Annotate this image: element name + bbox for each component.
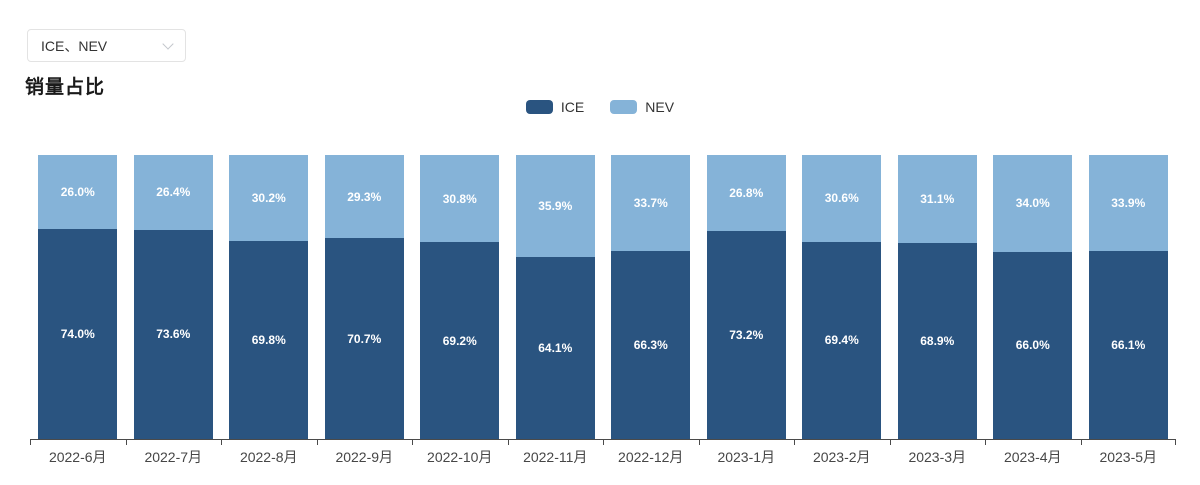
bar-column: 26.0% 74.0% <box>30 155 126 439</box>
bar-value-label: 73.2% <box>729 328 764 343</box>
stacked-bar: 34.0% 66.0% <box>993 155 1073 439</box>
legend-swatch-icon <box>525 100 553 114</box>
bar-value-label: 66.3% <box>633 337 668 352</box>
bar-column: 30.6% 69.4% <box>794 155 890 439</box>
bar-column: 31.1% 68.9% <box>890 155 986 439</box>
bar-value-label: 35.9% <box>538 198 573 213</box>
bar-value-label: 66.0% <box>1015 338 1050 353</box>
bar-segment-ice[interactable]: 69.8% <box>229 240 309 439</box>
bar-column: 29.3% 70.7% <box>317 155 413 439</box>
chart-legend: ICE NEV <box>0 99 1200 115</box>
x-axis-label: 2022-12月 <box>603 440 699 467</box>
bar-segment-ice[interactable]: 69.2% <box>420 242 500 439</box>
stacked-bar: 33.7% 66.3% <box>611 155 691 439</box>
stacked-bar: 26.8% 73.2% <box>706 155 786 439</box>
x-axis-label: 2023-4月 <box>985 440 1081 467</box>
bar-column: 34.0% 66.0% <box>985 155 1081 439</box>
stacked-bar: 26.0% 74.0% <box>38 155 118 439</box>
stacked-bar-chart: 26.0% 74.0% 26.4% 73.6% 30.2% 69.8% 29.3% 70.7%… <box>30 155 1176 467</box>
bar-column: 30.8% 69.2% <box>412 155 508 439</box>
x-axis-label: 2023-3月 <box>889 440 986 467</box>
x-axis-label: 2022-6月 <box>30 440 126 467</box>
bar-value-label: 69.4% <box>824 333 859 348</box>
bar-value-label: 34.0% <box>1015 196 1050 211</box>
bar-value-label: 30.2% <box>251 190 286 205</box>
legend-item-ice[interactable]: ICE <box>525 99 585 115</box>
bar-value-label: 74.0% <box>60 326 95 341</box>
bar-segment-nev[interactable]: 33.9% <box>1088 155 1168 252</box>
stacked-bar: 30.8% 69.2% <box>420 155 500 439</box>
bar-value-label: 33.9% <box>1111 196 1146 211</box>
bar-segment-ice[interactable]: 66.3% <box>611 250 691 439</box>
bar-value-label: 30.6% <box>824 191 859 206</box>
bar-value-label: 70.7% <box>347 331 382 346</box>
series-select-value: ICE、NEV <box>41 37 108 54</box>
bar-value-label: 69.8% <box>251 332 286 347</box>
bar-segment-ice[interactable]: 69.4% <box>802 241 882 439</box>
page-title: 销量占比 <box>25 77 106 98</box>
x-axis-label: 2022-9月 <box>316 440 413 467</box>
x-axis-label: 2022-11月 <box>507 440 604 467</box>
bar-segment-nev[interactable]: 31.1% <box>897 155 977 244</box>
bar-column: 30.2% 69.8% <box>221 155 317 439</box>
bar-segment-nev[interactable]: 26.8% <box>706 155 786 232</box>
bar-column: 33.9% 66.1% <box>1081 155 1177 439</box>
stacked-bar: 35.9% 64.1% <box>515 155 595 439</box>
legend-label: ICE <box>560 99 585 115</box>
bar-segment-ice[interactable]: 70.7% <box>324 238 404 439</box>
x-axis-labels: 2022-6月 2022-7月 2022-8月 2022-9月 2022-10月 2022… <box>30 440 1176 467</box>
bar-column: 33.7% 66.3% <box>603 155 699 439</box>
bar-segment-nev[interactable]: 33.7% <box>611 155 691 251</box>
bar-value-label: 26.0% <box>60 184 95 199</box>
plot-area: 26.0% 74.0% 26.4% 73.6% 30.2% 69.8% 29.3% 70.7%… <box>30 155 1176 440</box>
bar-segment-nev[interactable]: 34.0% <box>993 155 1073 252</box>
bar-segment-nev[interactable]: 29.3% <box>324 155 404 239</box>
bar-column: 26.8% 73.2% <box>699 155 795 439</box>
bar-column: 26.4% 73.6% <box>126 155 222 439</box>
stacked-bar: 30.2% 69.8% <box>229 155 309 439</box>
bar-segment-ice[interactable]: 64.1% <box>515 256 595 439</box>
legend-item-nev[interactable]: NEV <box>610 99 674 115</box>
x-axis-label: 2022-10月 <box>412 440 508 467</box>
bar-value-label: 29.3% <box>347 189 382 204</box>
x-axis-label: 2022-7月 <box>125 440 222 467</box>
bar-column: 35.9% 64.1% <box>508 155 604 439</box>
stacked-bar: 33.9% 66.1% <box>1088 155 1168 439</box>
legend-label: NEV <box>645 99 675 115</box>
bar-value-label: 31.1% <box>920 192 955 207</box>
stacked-bar: 30.6% 69.4% <box>802 155 882 439</box>
bar-value-label: 26.8% <box>729 186 764 201</box>
bar-segment-ice[interactable]: 68.9% <box>897 243 977 439</box>
bar-segment-ice[interactable]: 66.1% <box>1088 251 1168 439</box>
bar-value-label: 30.8% <box>442 191 477 206</box>
bar-segment-ice[interactable]: 74.0% <box>38 228 118 439</box>
bar-value-label: 68.9% <box>920 334 955 349</box>
stacked-bar: 31.1% 68.9% <box>897 155 977 439</box>
bar-segment-nev[interactable]: 30.2% <box>229 155 309 241</box>
x-axis-label: 2023-2月 <box>794 440 890 467</box>
x-axis-label: 2022-8月 <box>221 440 317 467</box>
chevron-down-icon <box>162 37 174 50</box>
bar-segment-ice[interactable]: 73.6% <box>133 229 213 439</box>
bar-segment-nev[interactable]: 30.8% <box>420 155 500 243</box>
bar-segment-nev[interactable]: 30.6% <box>802 155 882 242</box>
bar-segment-nev[interactable]: 35.9% <box>515 155 595 257</box>
bar-value-label: 66.1% <box>1111 338 1146 353</box>
bar-value-label: 69.2% <box>442 333 477 348</box>
x-axis-label: 2023-1月 <box>698 440 795 467</box>
legend-swatch-icon <box>610 100 638 114</box>
bar-segment-ice[interactable]: 73.2% <box>706 231 786 439</box>
x-axis-label: 2023-5月 <box>1080 440 1177 467</box>
bar-value-label: 64.1% <box>538 340 573 355</box>
stacked-bar: 26.4% 73.6% <box>133 155 213 439</box>
bar-segment-nev[interactable]: 26.0% <box>38 155 118 229</box>
bar-segment-ice[interactable]: 66.0% <box>993 251 1073 439</box>
series-select[interactable]: ICE、NEV <box>27 29 186 62</box>
bar-value-label: 33.7% <box>633 195 668 210</box>
bar-segment-nev[interactable]: 26.4% <box>133 155 213 230</box>
bar-value-label: 73.6% <box>156 327 191 342</box>
stacked-bar: 29.3% 70.7% <box>324 155 404 439</box>
bar-value-label: 26.4% <box>156 185 191 200</box>
